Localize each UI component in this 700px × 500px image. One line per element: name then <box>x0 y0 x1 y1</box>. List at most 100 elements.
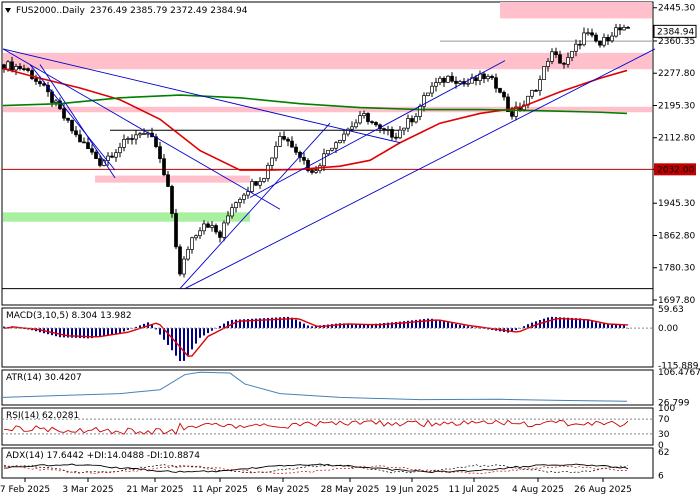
candle-body <box>166 174 170 187</box>
macd-bar <box>595 322 597 329</box>
last-price-label: 2384.94 <box>657 27 694 37</box>
macd-bar <box>151 324 153 329</box>
y-tick-label: 6 <box>658 471 664 481</box>
candle-body <box>246 191 250 196</box>
macd-bar <box>167 328 169 345</box>
candle-body <box>394 136 398 139</box>
macd-bar <box>371 324 373 329</box>
macd-bar <box>287 316 289 329</box>
candle-body <box>598 40 602 46</box>
candle-body <box>390 129 394 138</box>
candle-body <box>330 147 334 151</box>
candle-body <box>78 134 82 143</box>
candle-body <box>238 199 242 203</box>
macd-signal-line <box>4 317 629 357</box>
x-tick-label: 7 Feb 2025 <box>0 485 50 495</box>
candle-body <box>258 181 262 186</box>
candle-body <box>626 26 630 29</box>
macd-bar <box>531 322 533 329</box>
candle-body <box>346 128 350 135</box>
candle-body <box>546 61 550 67</box>
candle-body <box>502 91 506 98</box>
macd-bar <box>247 319 249 329</box>
macd-bar <box>335 323 337 329</box>
candle-body <box>134 134 138 140</box>
macd-bar <box>467 326 469 329</box>
macd-bar <box>91 328 93 339</box>
macd-bar <box>431 318 433 329</box>
candle-body <box>482 73 486 80</box>
candle-body <box>250 181 254 192</box>
plus-di-line <box>3 464 629 474</box>
candle-body <box>446 75 450 83</box>
trend-line-2 <box>29 64 116 171</box>
candle-body <box>498 87 502 93</box>
candle-body <box>322 153 326 167</box>
macd-bar <box>471 326 473 329</box>
candle-body <box>470 77 474 84</box>
candle-body <box>410 118 414 123</box>
macd-bar <box>227 321 229 329</box>
macd-bar <box>195 328 197 344</box>
pane-frame-1 <box>1 307 654 368</box>
macd-bar <box>3 326 5 329</box>
macd-bar <box>611 323 613 329</box>
candle-body <box>274 145 278 159</box>
macd-bar <box>339 323 341 329</box>
candle-body <box>114 152 118 158</box>
candle-body <box>254 181 258 186</box>
macd-bar <box>307 325 309 329</box>
macd-bar <box>243 319 245 329</box>
y-tick-label: 100 <box>658 404 675 414</box>
macd-bar <box>315 325 317 329</box>
macd-bar <box>135 326 137 329</box>
candle-body <box>294 146 298 153</box>
macd-bar <box>399 321 401 329</box>
macd-bar <box>579 318 581 329</box>
trend-line-5 <box>184 48 656 289</box>
macd-bar <box>515 328 517 331</box>
x-tick-label: 3 Mar 2025 <box>62 485 113 495</box>
moving-average-slow <box>2 94 628 115</box>
macd-bar <box>551 316 553 329</box>
candle-body <box>466 82 470 85</box>
macd-bar <box>615 324 617 329</box>
macd-bar <box>351 323 353 329</box>
pane-frame-4 <box>1 447 654 479</box>
candle-body <box>218 231 222 238</box>
candle-body <box>594 34 598 42</box>
macd-bar <box>199 328 201 338</box>
candle-body <box>398 129 402 139</box>
x-tick-label: 19 Jun 2025 <box>385 485 439 495</box>
macd-bar <box>363 324 365 329</box>
y-tick-label: 30 <box>658 430 670 440</box>
candle-body <box>106 155 110 161</box>
macd-bar <box>267 317 269 329</box>
macd-bar <box>463 325 465 329</box>
macd-bar <box>107 328 109 336</box>
macd-bar <box>607 323 609 329</box>
candle-body <box>214 225 218 233</box>
macd-bar <box>451 323 453 329</box>
macd-bar <box>103 328 105 336</box>
atr-line <box>2 371 628 402</box>
y-tick-label: -115.889 <box>658 362 699 372</box>
macd-bar <box>523 326 525 329</box>
macd-bar <box>343 323 345 329</box>
x-tick-label: 26 Aug 2025 <box>574 485 632 495</box>
candle-body <box>558 54 562 64</box>
y-tick-label: 0 <box>658 441 664 451</box>
y-tick-label: 1945.30 <box>658 199 695 209</box>
macd-bar <box>599 323 601 329</box>
macd-bar <box>119 328 121 333</box>
candle-body <box>366 113 370 122</box>
ohlc-readout: 2376.49 2385.79 2372.49 2384.94 <box>90 6 248 16</box>
candle-body <box>158 146 162 160</box>
macd-bar <box>603 323 605 329</box>
candle-body <box>374 122 378 126</box>
candle-body <box>302 157 306 161</box>
candle-body <box>530 89 534 97</box>
candle-body <box>590 32 594 36</box>
y-tick-label: 70 <box>658 415 670 425</box>
